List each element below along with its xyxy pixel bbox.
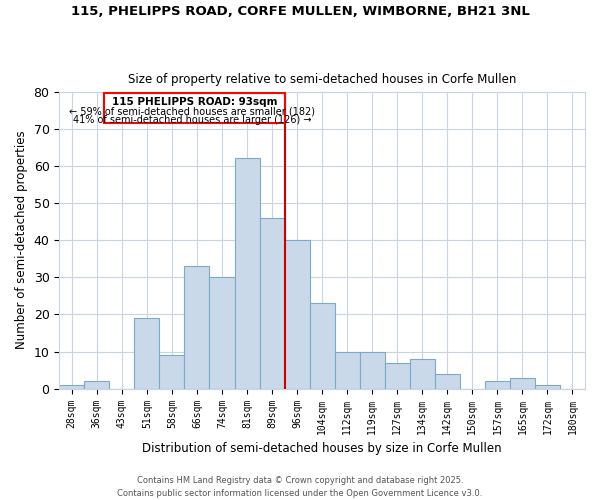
Bar [485,382,510,388]
Bar [335,352,359,389]
Bar [59,385,85,388]
Bar [359,352,385,389]
Bar [235,158,260,388]
X-axis label: Distribution of semi-detached houses by size in Corfe Mullen: Distribution of semi-detached houses by … [142,442,502,455]
Bar [85,382,109,388]
Bar [260,218,284,388]
Bar [435,374,460,388]
Bar [535,385,560,388]
Y-axis label: Number of semi-detached properties: Number of semi-detached properties [15,131,28,350]
Bar [310,304,335,388]
FancyBboxPatch shape [104,94,284,123]
Bar [160,356,184,388]
Title: Size of property relative to semi-detached houses in Corfe Mullen: Size of property relative to semi-detach… [128,73,517,86]
Bar [410,359,435,388]
Text: 115 PHELIPPS ROAD: 93sqm: 115 PHELIPPS ROAD: 93sqm [112,97,277,107]
Bar [510,378,535,388]
Bar [284,240,310,388]
Text: 41% of semi-detached houses are larger (126) →: 41% of semi-detached houses are larger (… [73,114,311,124]
Text: 115, PHELIPPS ROAD, CORFE MULLEN, WIMBORNE, BH21 3NL: 115, PHELIPPS ROAD, CORFE MULLEN, WIMBOR… [71,5,529,18]
Bar [134,318,160,388]
Bar [209,278,235,388]
Text: Contains HM Land Registry data © Crown copyright and database right 2025.
Contai: Contains HM Land Registry data © Crown c… [118,476,482,498]
Bar [385,362,410,388]
Text: ← 59% of semi-detached houses are smaller (182): ← 59% of semi-detached houses are smalle… [69,106,315,117]
Bar [184,266,209,388]
